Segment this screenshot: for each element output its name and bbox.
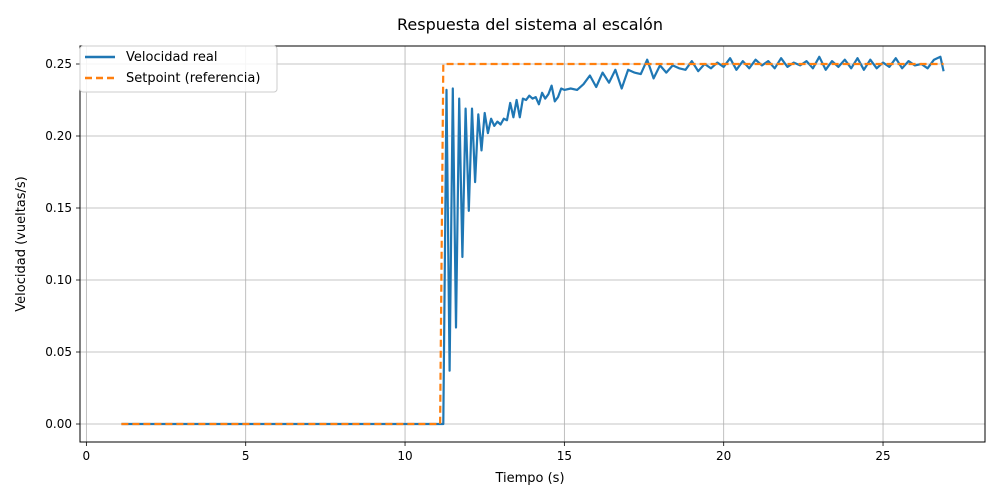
y-axis-ticks: 0.00 0.05 0.10 0.15 0.20 0.25 (45, 57, 80, 431)
y-tick-label: 0.25 (45, 57, 72, 71)
grid (80, 46, 985, 442)
y-tick-label: 0.10 (45, 273, 72, 287)
y-tick-label: 0.15 (45, 201, 72, 215)
legend-label-velocidad-real: Velocidad real (126, 50, 217, 65)
plot-series (121, 55, 945, 426)
legend-label-setpoint: Setpoint (referencia) (126, 71, 260, 86)
y-tick-label: 0.00 (45, 417, 72, 431)
chart-title: Respuesta del sistema al escalón (397, 15, 663, 34)
y-tick-label: 0.05 (45, 345, 72, 359)
series-line-1 (121, 62, 944, 426)
x-tick-label: 25 (875, 449, 890, 463)
legend: Velocidad real Setpoint (referencia) (79, 45, 278, 93)
x-tick-label: 10 (397, 449, 412, 463)
x-tick-label: 0 (83, 449, 91, 463)
x-axis-ticks: 0 5 10 15 20 25 (83, 442, 891, 463)
series-line-0 (121, 55, 945, 426)
legend-box (79, 45, 278, 93)
x-tick-label: 20 (716, 449, 731, 463)
x-tick-label: 5 (242, 449, 250, 463)
x-tick-label: 15 (557, 449, 572, 463)
y-tick-label: 0.20 (45, 129, 72, 143)
x-axis-label: Tiempo (s) (494, 471, 564, 486)
plot-frame (79, 45, 986, 443)
y-axis-label: Velocidad (vueltas/s) (14, 176, 29, 311)
